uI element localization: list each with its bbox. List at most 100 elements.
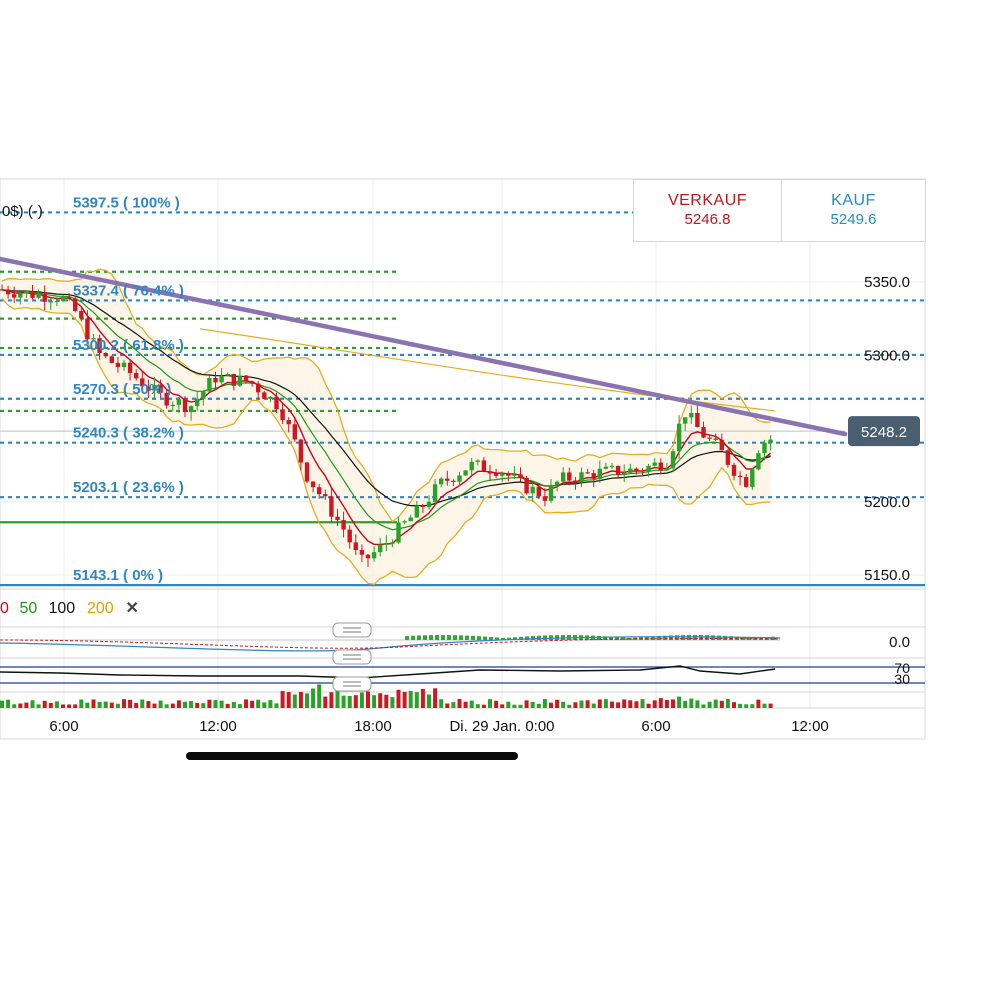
candle-body	[457, 475, 462, 482]
volume-bar	[762, 703, 767, 708]
volume-bar	[695, 700, 700, 708]
candle-body	[30, 290, 35, 298]
candle-body	[329, 496, 334, 517]
volume-bar	[536, 703, 541, 708]
macd-bar	[417, 635, 421, 640]
volume-bar	[73, 704, 78, 708]
candle-body	[396, 522, 401, 543]
time-tick-label: 6:00	[49, 718, 78, 735]
home-indicator[interactable]	[186, 752, 518, 760]
volume-bar	[268, 700, 273, 708]
buy-quote-box[interactable]: KAUF 5249.6	[781, 179, 926, 242]
volume-bar	[603, 699, 608, 708]
candle-body	[658, 462, 663, 471]
volume-bar	[225, 703, 230, 708]
volume-bar	[390, 697, 395, 708]
macd-bar	[411, 635, 415, 640]
candle-body	[426, 501, 432, 508]
candle-body	[371, 552, 377, 559]
volume-bar	[305, 693, 309, 708]
macd-bar	[465, 635, 469, 640]
volume-bar	[128, 699, 133, 708]
macd-bar	[621, 637, 625, 640]
candle-body	[750, 469, 755, 487]
moving-average-legend[interactable]: 0 50 100 200 ✕	[0, 600, 139, 617]
candle-body	[103, 353, 108, 357]
volume-bar	[542, 699, 547, 708]
candle-body	[115, 362, 121, 368]
candle-body	[731, 464, 737, 476]
candle-body	[475, 460, 480, 462]
panel-drag-handle-icon[interactable]	[332, 622, 372, 638]
macd-bar	[531, 636, 535, 640]
volume-bar	[640, 699, 645, 708]
volume-bar	[549, 702, 553, 708]
panel-drag-handle-icon[interactable]	[332, 676, 372, 692]
candle-body	[24, 290, 29, 294]
volume-bar	[481, 704, 486, 708]
ma-legend-item[interactable]: 200	[87, 600, 114, 617]
candle-body	[402, 521, 407, 523]
volume-bar	[689, 698, 694, 708]
volume-bar	[567, 704, 572, 708]
candle-body	[481, 460, 487, 472]
volume-bar	[195, 702, 200, 708]
candle-body	[536, 486, 541, 497]
candle-body	[561, 472, 566, 482]
candle-body	[737, 475, 743, 478]
volume-bar	[457, 699, 462, 708]
volume-bar	[378, 693, 383, 708]
trendline-layer[interactable]	[0, 256, 848, 437]
macd-bar	[675, 635, 679, 640]
volume-bar	[183, 701, 187, 708]
trendline[interactable]	[0, 256, 848, 437]
candle-body	[146, 386, 151, 391]
overlay-labels: 5397.5 ( 100% ) 5337.4 ( 76.4% ) 5300.2 ( …	[0, 194, 184, 617]
macd-bar	[483, 636, 487, 640]
volume-bar	[445, 703, 450, 708]
volume-bar	[732, 702, 736, 708]
volume-bar	[408, 690, 413, 708]
volume-bar	[109, 702, 114, 708]
candle-body	[390, 542, 395, 544]
volume-bar	[280, 691, 285, 708]
macd-bar	[741, 637, 745, 640]
volume-bar	[323, 696, 328, 708]
macd-bar	[693, 635, 697, 640]
volume-bar	[262, 702, 267, 708]
candle-body	[768, 439, 773, 443]
candle-body	[585, 472, 590, 474]
panel-drag-handle-icon[interactable]	[332, 649, 372, 665]
macd-bar	[687, 635, 691, 640]
close-icon[interactable]: ✕	[126, 600, 139, 617]
volume-bar	[286, 692, 291, 708]
volume-bar	[451, 702, 456, 708]
candle-body	[524, 477, 529, 494]
volume-bar	[244, 699, 248, 708]
ma-legend-item[interactable]: 0	[0, 600, 9, 617]
fib-level-label: 5337.4 ( 76.4% )	[73, 282, 184, 299]
candle-body	[622, 472, 627, 475]
ma-legend-item[interactable]: 100	[49, 600, 76, 617]
macd-signal-line	[0, 638, 781, 649]
sell-price: 5246.8	[684, 211, 731, 228]
candle-body	[176, 399, 182, 405]
volume-bar	[396, 689, 401, 708]
volume-bar	[402, 691, 407, 708]
candle-body	[5, 289, 11, 295]
fib-level-label: 5300.2 ( 61.8% )	[73, 337, 184, 354]
candle-body	[188, 406, 194, 413]
candle-body	[280, 409, 285, 421]
macd-bar	[453, 635, 457, 640]
sell-quote-box[interactable]: VERKAUF 5246.8	[633, 179, 782, 242]
macd-bar	[471, 635, 475, 640]
macd-bar	[699, 635, 703, 640]
volume-bar	[524, 700, 529, 708]
volume-bar	[6, 699, 11, 708]
macd-zero-label: 0.0	[889, 634, 910, 651]
volume-bar	[719, 700, 724, 708]
volume-bar	[646, 703, 651, 708]
volume-bar	[463, 701, 468, 708]
ma-legend-item[interactable]: 50	[20, 600, 38, 617]
